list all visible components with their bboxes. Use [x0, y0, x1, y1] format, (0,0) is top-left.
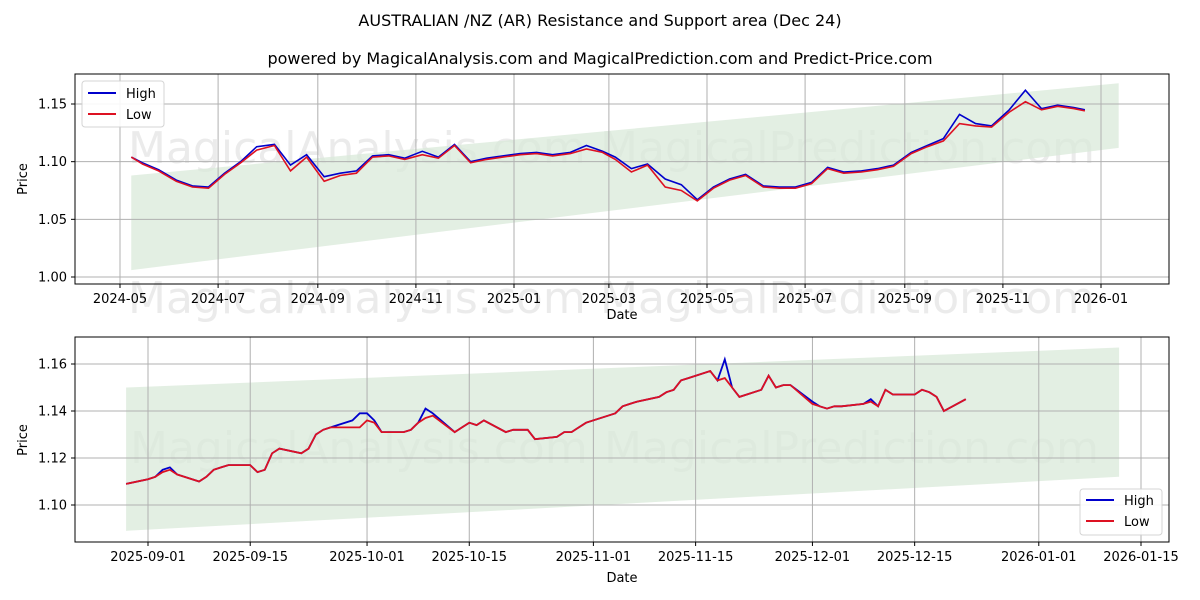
top-x-axis-label: Date [606, 308, 637, 323]
x-tick-label: 2025-12-01 [775, 550, 851, 565]
bottom-low-line [125, 369, 967, 485]
legend-high-label: High [126, 87, 156, 102]
bottom-x-axis: 2025-09-01 2025-09-15 2025-10-01 2025-10-15… [110, 542, 1179, 565]
bottom-legend: High Low [1079, 488, 1163, 536]
x-tick-label: 2026-01-01 [1001, 550, 1077, 565]
x-tick-label: 2025-03 [582, 292, 636, 307]
x-tick-label: 2025-10-15 [431, 550, 507, 565]
x-tick-label: 2024-07 [191, 292, 245, 307]
y-tick-label: 1.15 [38, 98, 67, 113]
x-tick-label: 2025-11-01 [556, 550, 632, 565]
watermark-prediction-lower: MagicalPrediction.com [600, 273, 1095, 324]
y-tick-label: 1.05 [38, 213, 67, 228]
legend-low-label: Low [126, 108, 152, 123]
y-tick-label: 1.12 [38, 452, 67, 467]
legend-low-label-bottom: Low [1124, 515, 1150, 530]
y-tick-label: 1.14 [38, 405, 67, 420]
chart-subtitle: powered by MagicalAnalysis.com and Magic… [267, 49, 933, 68]
y-tick-label: 1.10 [38, 155, 67, 170]
x-tick-label: 2024-11 [389, 292, 443, 307]
top-y-axis-label: Price [16, 163, 31, 195]
y-tick-label: 1.00 [38, 271, 67, 286]
x-tick-label: 2024-09 [291, 292, 345, 307]
top-grid [75, 74, 1169, 284]
top-support-resistance-band [131, 83, 1119, 271]
top-plot-frame [74, 73, 1170, 285]
y-tick-label: 1.10 [38, 499, 67, 514]
legend-high-label-bottom: High [1124, 494, 1154, 509]
bottom-plot-frame [74, 336, 1170, 543]
top-low-line [130, 100, 1086, 202]
bottom-y-axis: 1.10 1.12 1.14 1.16 [38, 358, 75, 514]
bottom-support-resistance-band [126, 347, 1120, 531]
x-tick-label: 2025-12-15 [877, 550, 953, 565]
x-tick-label: 2024-05 [93, 292, 147, 307]
x-tick-label: 2025-09-01 [110, 550, 186, 565]
x-tick-label: 2026-01 [1074, 292, 1128, 307]
y-tick-label: 1.16 [38, 358, 67, 373]
watermark-analysis-lower: MagicalAnalysis.com [128, 273, 586, 324]
x-tick-label: 2025-05 [680, 292, 734, 307]
x-tick-label: 2025-11 [976, 292, 1030, 307]
bottom-x-axis-label: Date [606, 571, 637, 586]
x-tick-label: 2025-07 [778, 292, 832, 307]
top-chart: MagicalAnalysis.com MagicalPrediction.co… [16, 73, 1170, 324]
bottom-chart: MagicalAnalysis.com MagicalPrediction.co… [16, 336, 1179, 586]
x-tick-label: 2025-10-01 [329, 550, 405, 565]
bottom-y-axis-label: Price [16, 424, 31, 456]
x-tick-label: 2025-09-15 [212, 550, 288, 565]
x-tick-label: 2026-01-15 [1103, 550, 1179, 565]
top-y-axis: 1.00 1.05 1.10 1.15 [38, 98, 75, 286]
top-x-axis: 2024-05 2024-07 2024-09 2024-11 2025-01 2025-… [93, 284, 1128, 307]
x-tick-label: 2025-01 [487, 292, 541, 307]
top-legend: High Low [81, 80, 165, 128]
top-high-line [130, 88, 1086, 201]
x-tick-label: 2025-11-15 [658, 550, 734, 565]
chart-title: AUSTRALIAN /NZ (AR) Resistance and Suppo… [358, 11, 842, 30]
x-tick-label: 2025-09 [878, 292, 932, 307]
